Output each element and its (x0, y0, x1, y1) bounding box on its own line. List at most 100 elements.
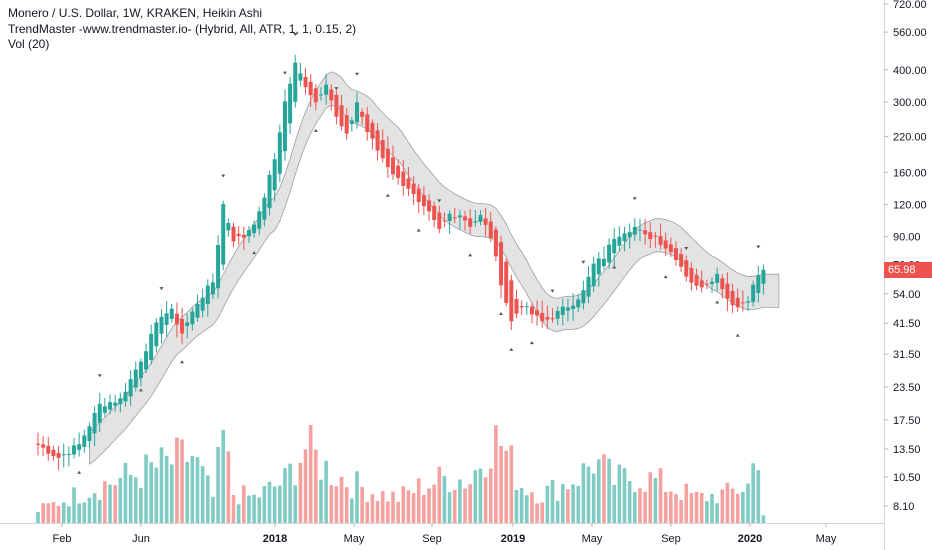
volume-bar (195, 457, 200, 523)
candle-body (746, 301, 751, 303)
candle-body (468, 218, 473, 227)
time-tick-label: Jun (132, 533, 150, 545)
candle-body (180, 318, 185, 334)
last-price-tag: 65.98 (884, 262, 932, 278)
volume-bar (555, 500, 560, 523)
candle-body (478, 214, 483, 222)
volume-bar (751, 463, 755, 523)
price-axis[interactable]: 720.00 560.00 400.00 300.00 220.00 160.00 120.… (884, 0, 927, 513)
volume-bar (725, 482, 730, 523)
candle-body (61, 454, 66, 456)
candle-body (36, 443, 40, 445)
signal-arrow-up (252, 251, 257, 255)
candle-body (740, 302, 745, 304)
signal-arrow-up (313, 128, 318, 132)
signal-arrow-up (663, 275, 668, 279)
volume-bar (535, 503, 539, 523)
candle-body (154, 322, 159, 347)
volume-bar (530, 492, 534, 523)
candle-body (41, 444, 46, 448)
volume-bar (622, 468, 627, 523)
volume-bar (262, 486, 267, 523)
candle-body (236, 233, 241, 237)
time-tick-label: May (582, 533, 603, 545)
volume-bar (741, 491, 745, 523)
volume-bar (463, 488, 467, 523)
volume-bar (586, 466, 591, 523)
price-tick-label: 560.00 (893, 27, 927, 39)
candle-body (174, 313, 179, 325)
candle-body (113, 402, 118, 406)
price-tick-label: 160.00 (893, 167, 927, 179)
volume-bar (216, 446, 220, 523)
volume-bar (519, 488, 524, 523)
candle-body (56, 452, 61, 458)
candle-body (668, 244, 673, 253)
candle-body (684, 260, 689, 277)
candle-body (421, 195, 426, 207)
price-tick-label: 8.10 (893, 501, 914, 513)
volume-bar (669, 491, 673, 523)
volume-bar (205, 475, 210, 523)
volume-bar (699, 492, 704, 523)
candle-body (272, 159, 277, 191)
time-tick-label: May (816, 533, 837, 545)
candle-body (627, 232, 632, 238)
volume-bar (524, 495, 529, 523)
price-tick-label: 41.50 (893, 318, 921, 330)
volume-bar (391, 491, 395, 523)
symbol-title[interactable]: Monero / U.S. Dollar, 1W, KRAKEN, Heikin… (8, 6, 263, 20)
candle-body (643, 230, 648, 235)
volume-bar (411, 492, 416, 523)
volume-bar (257, 497, 262, 523)
volume-bar (365, 501, 370, 523)
volume-bar (61, 502, 66, 523)
time-axis[interactable]: Feb Jun 2018 May Sep 2019 May Sep 2020 May (53, 523, 837, 545)
volume-bar (705, 501, 709, 523)
volume-bar (458, 479, 462, 523)
candle-body (210, 282, 215, 295)
volume-bar (128, 474, 133, 523)
candle-body (324, 84, 329, 95)
volume-bar (499, 445, 503, 523)
candle-body (303, 76, 308, 88)
indicator-label[interactable]: TrendMaster -www.trendmaster.io- (Hybrid… (8, 21, 357, 36)
price-tick-label: 220.00 (893, 132, 927, 144)
candle-body (725, 283, 730, 299)
time-tick-label: 2019 (501, 533, 525, 545)
candle-body (416, 188, 421, 203)
candle-body (653, 235, 658, 237)
volume-indicator-label[interactable]: Vol (20) (8, 37, 50, 51)
candle-body (349, 120, 354, 125)
volume-bar (169, 464, 174, 523)
volume-bar (679, 500, 683, 523)
volume-bar (339, 476, 344, 523)
volume-bar (509, 445, 514, 523)
candle-body (504, 261, 509, 303)
signal-arrow-down (221, 174, 226, 178)
price-tick-label: 23.50 (893, 382, 921, 394)
volume-bar (540, 502, 545, 523)
volume-bar (221, 429, 226, 523)
candle-body (159, 316, 164, 334)
signal-arrow-down (282, 71, 287, 75)
candle-body (658, 236, 663, 245)
volume-bar (350, 498, 354, 523)
candle-body (365, 114, 370, 133)
signal-arrow-down (159, 287, 164, 291)
volume-bar (308, 425, 313, 523)
signal-arrow-up (529, 341, 534, 345)
candle-body (308, 81, 313, 96)
volume-bar (643, 491, 647, 523)
volume-bar (190, 455, 195, 523)
volume-bar (375, 501, 380, 523)
candle-body (385, 148, 390, 168)
candle-body (169, 308, 174, 319)
candle-body (282, 101, 287, 152)
volume-bar (288, 463, 292, 523)
candle-body (313, 88, 318, 103)
volume-bar (483, 477, 488, 523)
volume-bar (761, 515, 766, 523)
candle-body (637, 229, 642, 231)
